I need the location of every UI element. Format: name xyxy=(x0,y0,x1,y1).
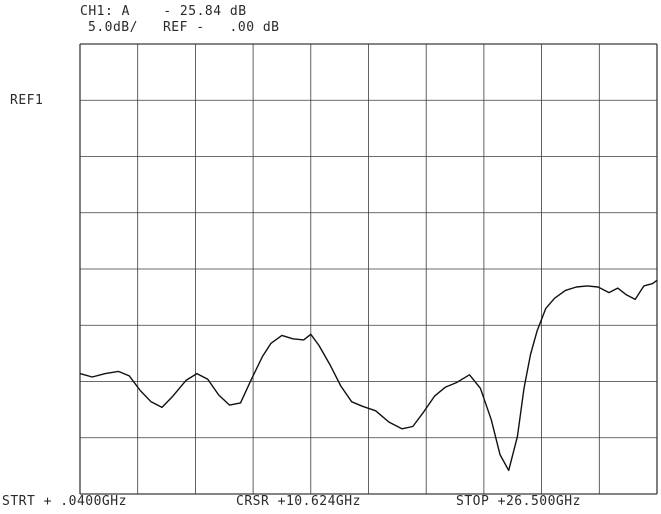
reference-marker-label: REF1 xyxy=(10,93,44,108)
start-frequency-label: STRT + .0400GHz xyxy=(2,494,127,509)
trace-line xyxy=(79,279,658,472)
graticule xyxy=(79,43,658,495)
scale-reference-readout: 5.0dB/ REF - .00 dB xyxy=(88,20,280,35)
cursor-frequency-label: CRSR +10.624GHz xyxy=(236,494,361,509)
channel-readout: CH1: A - 25.84 dB xyxy=(80,4,247,19)
stop-frequency-label: STOP +26.500GHz xyxy=(456,494,581,509)
